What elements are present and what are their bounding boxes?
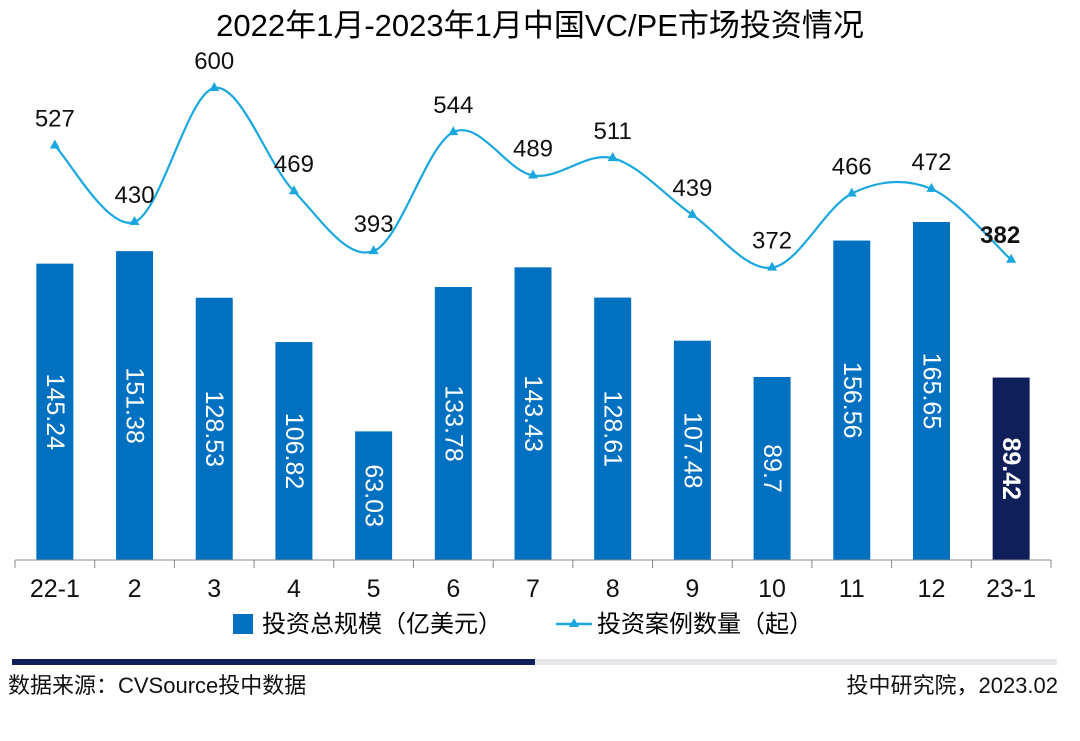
line-point-label: 511 xyxy=(594,118,632,145)
bar-8 xyxy=(594,297,632,560)
line-point-marker xyxy=(368,245,379,255)
bar-value-label: 107.48 xyxy=(678,412,706,488)
line-point-label: 372 xyxy=(752,228,792,255)
bar-value-label: 128.53 xyxy=(200,391,228,467)
line-series: 527 430 600 469 393 544 489 511 439 372 466 472 382 xyxy=(35,48,1020,271)
line-point-label: 439 xyxy=(672,175,712,202)
bar-value-label: 145.24 xyxy=(41,374,69,451)
bar-12 xyxy=(912,222,950,560)
line-point-marker xyxy=(528,169,538,179)
bar-series: 145.24 151.38 128.53 106.82 63.03 133.78 143.4… xyxy=(36,222,1030,560)
legend-bar-label: 投资总规模（亿美元） xyxy=(262,611,502,638)
line-point-marker xyxy=(1006,253,1017,263)
footer-divider xyxy=(12,659,1057,665)
x-tick-label: 22-1 xyxy=(30,575,80,603)
x-tick-label: 23-1 xyxy=(986,575,1036,603)
line-point-label: 544 xyxy=(433,92,473,119)
case-count-line xyxy=(54,86,1012,269)
bar-value-label: 106.82 xyxy=(280,413,308,489)
bar-2 xyxy=(116,251,154,560)
bar-value-label: 89.7 xyxy=(758,444,786,493)
line-point-label: 466 xyxy=(832,154,872,181)
x-tick-label: 11 xyxy=(839,575,865,603)
line-point-marker xyxy=(926,182,937,192)
bar-value-label: 156.56 xyxy=(838,362,866,438)
bar-value-label: 151.38 xyxy=(121,367,149,443)
line-point-marker xyxy=(288,185,299,195)
line-point-marker xyxy=(49,139,60,149)
bar-value-label: 133.78 xyxy=(439,385,467,461)
x-tick-label: 2 xyxy=(128,575,142,603)
bar-5 xyxy=(355,431,393,560)
x-tick-label: 4 xyxy=(287,575,301,603)
legend-line-marker xyxy=(569,618,579,627)
bar-value-label: 89.42 xyxy=(997,437,1025,500)
line-point-label: 382 xyxy=(980,222,1020,249)
publisher-date: 投中研究院，2023.02 xyxy=(846,673,1058,698)
legend-bar-swatch xyxy=(233,614,253,634)
line-point-label: 489 xyxy=(513,135,553,162)
x-tick-label: 10 xyxy=(758,575,786,603)
line-point-label: 527 xyxy=(35,106,75,133)
bar-22-1 xyxy=(36,263,74,560)
line-point-marker xyxy=(129,215,140,225)
line-point-marker xyxy=(846,187,857,197)
footer-divider-accent xyxy=(12,659,535,665)
line-point-marker xyxy=(448,126,459,136)
line-point-label: 472 xyxy=(911,149,951,176)
line-point-label: 430 xyxy=(115,182,155,209)
line-point-marker xyxy=(607,152,618,162)
bar-7 xyxy=(514,267,552,560)
line-point-marker xyxy=(687,208,698,218)
bar-value-label: 63.03 xyxy=(360,464,388,527)
line-point-label: 393 xyxy=(354,211,394,238)
bar-23-1 xyxy=(992,377,1030,560)
legend-line-label: 投资案例数量（起） xyxy=(597,611,813,638)
chart-svg: 2022年1月-2023年1月中国VC/PE市场投资情况 145.24 151.3… xyxy=(14,8,1052,638)
line-point-marker xyxy=(209,82,220,91)
bar-3 xyxy=(195,297,233,560)
bar-11 xyxy=(833,240,871,560)
bar-value-label: 143.43 xyxy=(519,375,547,451)
x-axis: 22-1 2 3 4 5 6 7 8 9 10 11 12 23-1 xyxy=(14,559,1052,603)
source-note: 数据来源：CVSource投中数据 xyxy=(8,673,307,698)
x-tick-label: 9 xyxy=(685,575,699,603)
bar-value-label: 128.61 xyxy=(599,391,627,467)
bar-6 xyxy=(434,287,472,560)
bar-value-label: 165.65 xyxy=(917,353,945,429)
legend: 投资总规模（亿美元） 投资案例数量（起） xyxy=(233,611,813,638)
chart-title: 2022年1月-2023年1月中国VC/PE市场投资情况 xyxy=(216,8,864,43)
x-tick-label: 7 xyxy=(526,575,540,603)
bar-9 xyxy=(673,340,711,560)
line-point-label: 469 xyxy=(274,151,314,178)
x-tick-label: 12 xyxy=(918,575,946,603)
line-point-marker xyxy=(767,261,778,271)
x-tick-label: 3 xyxy=(207,575,221,603)
bar-4 xyxy=(275,342,313,560)
bar-10 xyxy=(753,376,791,560)
x-tick-label: 8 xyxy=(606,575,620,603)
x-tick-label: 6 xyxy=(446,575,460,603)
x-tick-label: 5 xyxy=(367,575,381,603)
line-point-label: 600 xyxy=(194,48,234,75)
